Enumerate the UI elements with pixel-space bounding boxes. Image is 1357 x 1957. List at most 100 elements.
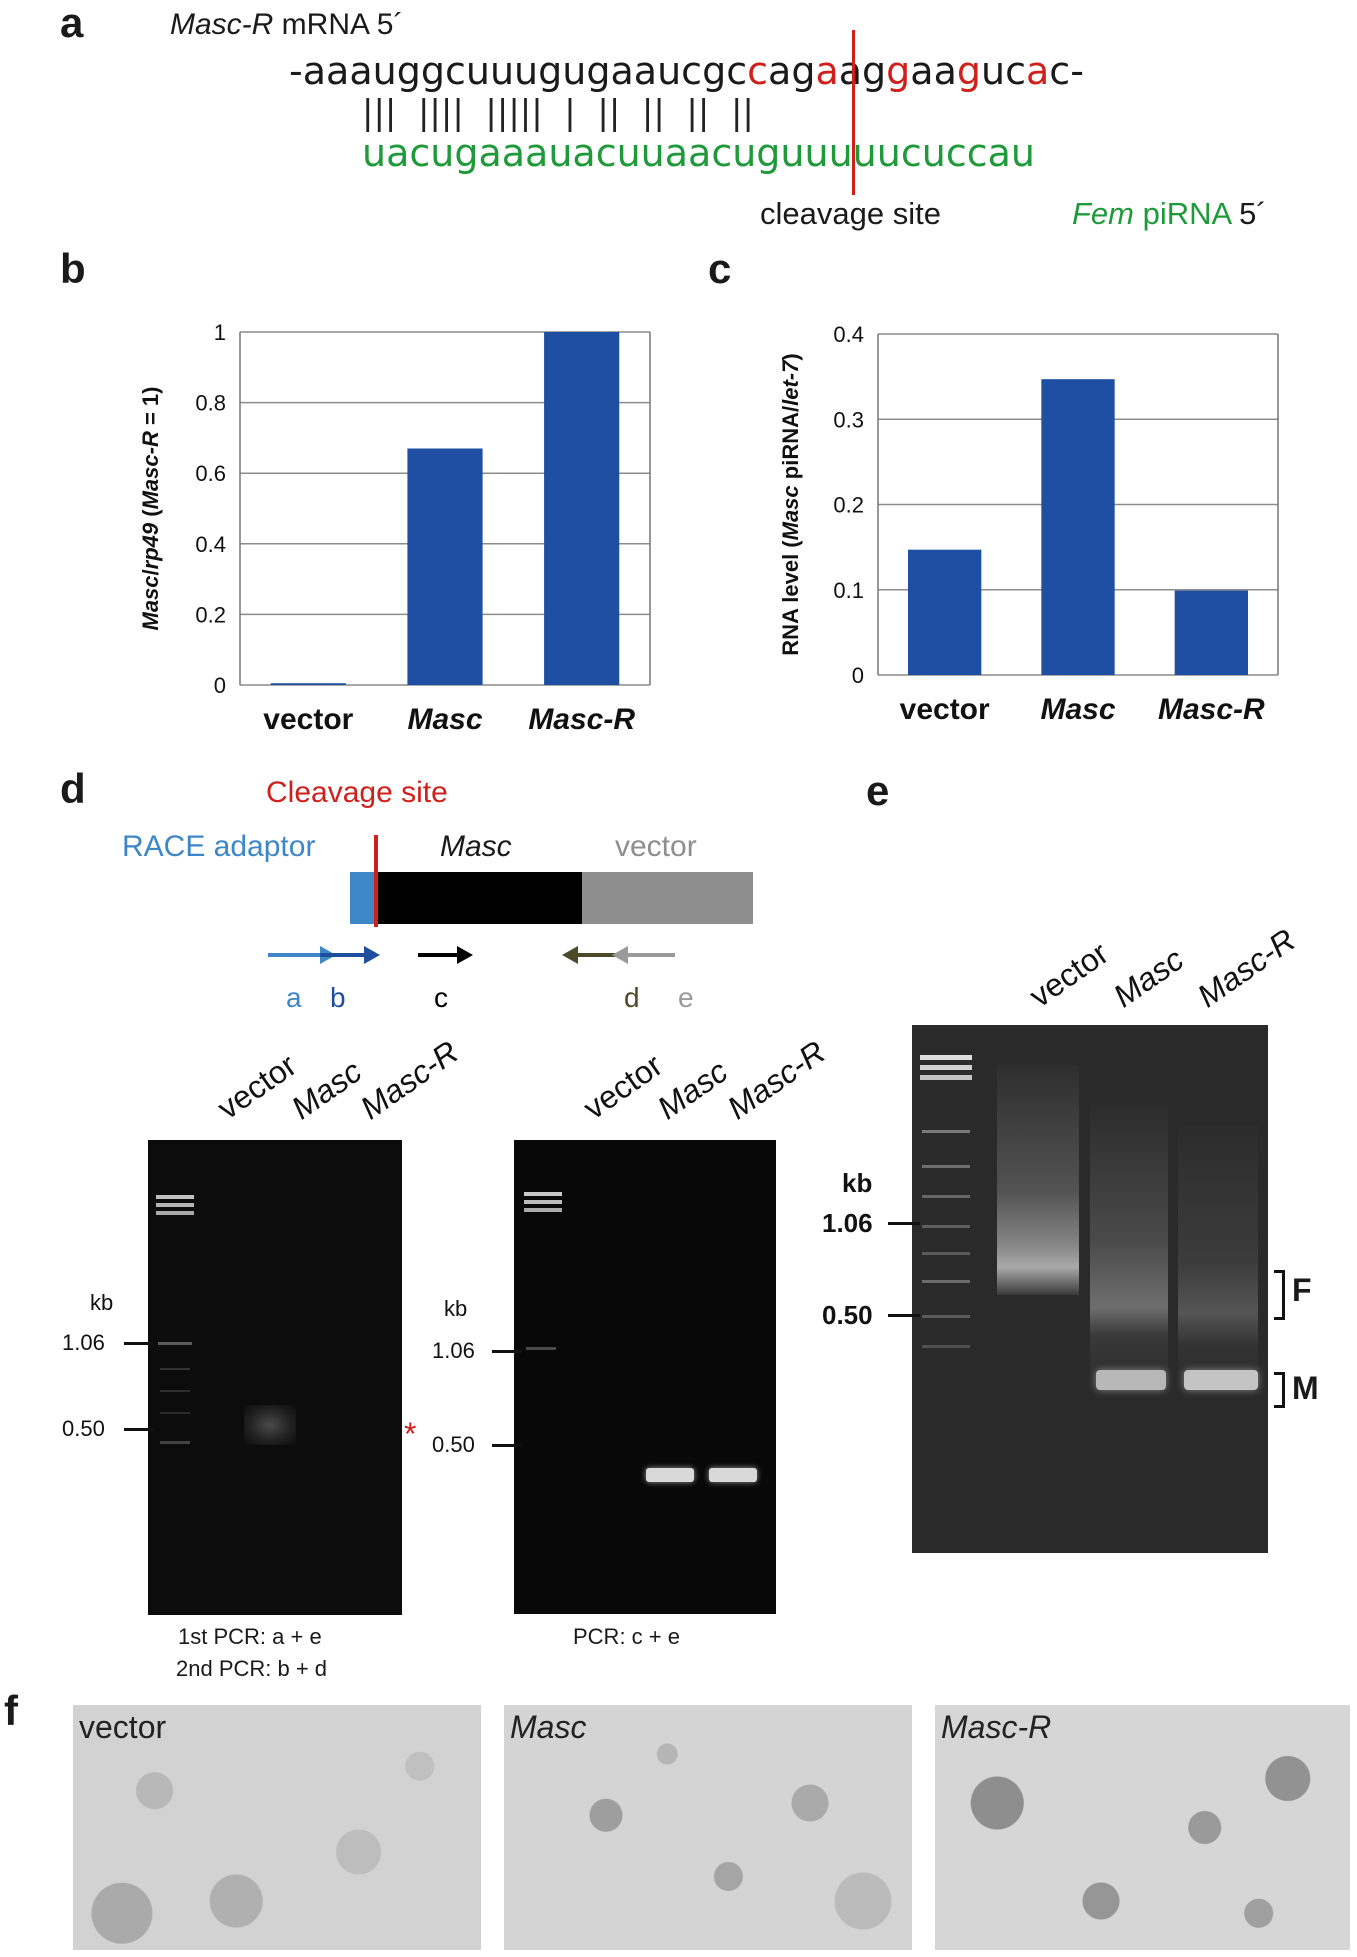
pirna-label-gene: Fem — [1072, 196, 1134, 231]
ladder-band — [160, 1390, 190, 1392]
chart-b-ytick-label: 0.6 — [195, 461, 226, 486]
primer-b-arrow — [320, 946, 380, 964]
gel-e-lane-masc-r: Masc-R — [1190, 921, 1302, 1015]
mrna-base: a — [633, 49, 658, 93]
mrna-base: g — [956, 49, 981, 93]
ladder-band — [158, 1342, 192, 1345]
chart-c-ytick-label: 0.4 — [833, 322, 864, 347]
micrograph-masc-label: Masc — [510, 1709, 587, 1745]
ladder-band — [160, 1441, 190, 1444]
gel-d2-band-masc-r — [709, 1468, 757, 1482]
vector-label: vector — [615, 830, 697, 863]
gel-e-marker-0-50: 0.50 — [822, 1300, 873, 1330]
base-pairing-marks: ||| |||| ||||| | || || || || — [362, 93, 754, 133]
gel-d2-caption: PCR: c + e — [573, 1624, 680, 1649]
panel-letter-f: f — [4, 1687, 18, 1734]
masc-box — [377, 872, 582, 924]
gel-d2-marker-1-06: 1.06 — [432, 1338, 475, 1363]
chart-b-ytick-label: 0.4 — [195, 532, 226, 557]
gel-d2-lane-masc: Masc — [650, 1052, 735, 1127]
race-adaptor-box — [350, 872, 377, 924]
gel-e-smear-masc-r — [1178, 1125, 1258, 1375]
star-marker: * — [404, 1416, 417, 1452]
mrna-base: - — [289, 49, 303, 93]
ladder-band — [156, 1195, 194, 1199]
ladder-band — [920, 1055, 972, 1060]
mrna-base: u — [465, 49, 490, 93]
chart-c-ylabel-part: Masc — [778, 485, 803, 540]
panel-letter-a: a — [60, 0, 84, 46]
mrna-base: u — [657, 49, 682, 93]
primer-diagram: a b c d e — [268, 946, 694, 1013]
gel-d1-lane-masc: Masc — [284, 1052, 369, 1127]
panel-letter-c: c — [708, 245, 732, 292]
d-cleavage-site-label: Cleavage site — [266, 776, 448, 809]
chart-b-bar — [544, 332, 620, 685]
mrna-base: a — [610, 49, 634, 93]
d-cleavage-line — [374, 835, 378, 927]
chart-c-ytick-label: 0.3 — [833, 407, 864, 432]
pirna-label-type: piRNA — [1134, 196, 1231, 231]
chart-b-ylabel: Masc/rp49 (Masc-R = 1) — [138, 387, 163, 631]
chart-c-category-label: Masc-R — [1158, 693, 1265, 726]
gel-e-lane-vector: vector — [1022, 934, 1115, 1015]
bracket-f — [1274, 1270, 1285, 1320]
primer-c-arrow — [418, 946, 473, 964]
mrna-label: Masc-R mRNA 5´ — [170, 8, 403, 42]
gel-d1-lane-masc-r: Masc-R — [353, 1033, 465, 1127]
mrna-base: a — [326, 49, 350, 93]
gel-d2-lane-masc-r: Masc-R — [720, 1033, 832, 1127]
chart-c: 0 0.1 0.2 0.3 0.4 vector Masc Masc-R RNA level (… — [778, 322, 1279, 726]
mrna-base: a — [349, 49, 373, 93]
ladder-band — [920, 1065, 972, 1070]
mrna-base: a — [768, 49, 792, 93]
gel-d1-caption-2: 2nd PCR: b + d — [176, 1656, 328, 1681]
gel-e-tick-0-50 — [888, 1314, 920, 1317]
gel-e-band-masc-r-m — [1184, 1370, 1258, 1390]
micrograph-vector: vector — [73, 1705, 481, 1950]
gel-d2-lane-vector: vector — [576, 1046, 669, 1127]
ladder-band — [922, 1195, 970, 1198]
chart-b-category-label: Masc — [407, 703, 482, 736]
ladder-band — [922, 1225, 970, 1228]
mrna-base: a — [933, 49, 957, 93]
gel-d2-marker-0-50: 0.50 — [432, 1432, 475, 1457]
mrna-label-gene: Masc-R — [170, 8, 274, 41]
chart-b-ylabel-part: = 1) — [138, 387, 163, 432]
mrna-base: u — [981, 49, 1006, 93]
chart-b-ylabel-part: rp49 — [138, 522, 163, 569]
gel-d1-band-masc — [244, 1405, 296, 1445]
pirna-sequence: uacugaaauacuuaacuguuuuucuccau — [362, 131, 1035, 175]
chart-b-bar — [407, 448, 483, 685]
mrna-base: a — [910, 49, 934, 93]
mrna-base: c — [444, 49, 466, 93]
gel-d2-tick-0-50 — [492, 1444, 522, 1447]
mrna-label-rest: mRNA 5´ — [273, 8, 404, 41]
mrna-base: g — [420, 49, 445, 93]
ladder-band — [524, 1192, 562, 1196]
mrna-base: g — [702, 49, 727, 93]
mrna-base: u — [489, 49, 515, 93]
bracket-m-label: M — [1292, 1370, 1319, 1406]
chart-c-ytick-label: 0.1 — [833, 578, 864, 603]
ladder-band — [922, 1165, 970, 1168]
primer-d-label: d — [624, 982, 640, 1013]
ladder-band — [156, 1211, 194, 1215]
chart-b-category-label: Masc-R — [528, 703, 635, 736]
ladder-band — [922, 1280, 970, 1283]
mrna-base: g — [538, 49, 563, 93]
chart-b-ytick-label: 0 — [214, 673, 226, 698]
panel-letter-b: b — [60, 245, 86, 292]
ladder-band — [922, 1315, 970, 1318]
mrna-base: a — [815, 49, 839, 93]
gel-d1-tick-1-06 — [124, 1342, 154, 1345]
mrna-base: u — [514, 49, 539, 93]
chart-c-category-label: Masc — [1040, 693, 1115, 726]
gel-d1-marker-0-50: 0.50 — [62, 1416, 105, 1441]
panel-letter-e: e — [866, 767, 890, 814]
micrograph-masc-r: Masc-R — [935, 1705, 1350, 1950]
gel-e-kb-label: kb — [842, 1168, 873, 1198]
chart-c-ylabel-part: let-7 — [778, 359, 803, 406]
chart-b-ylabel-part: Masc-R — [138, 431, 163, 509]
primer-d-arrow — [562, 946, 620, 964]
